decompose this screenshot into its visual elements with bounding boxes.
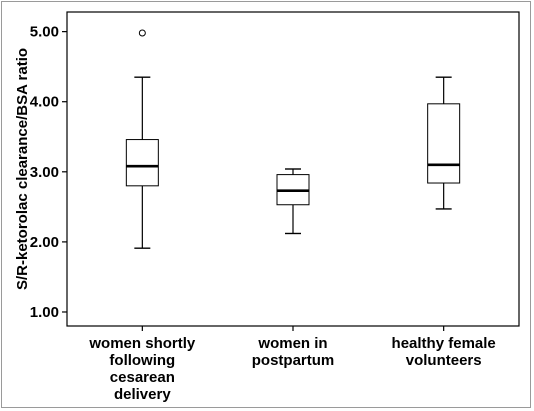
x-category-label-line: women in: [257, 335, 327, 352]
iqr-box: [125, 139, 159, 187]
y-tick-label: 4.00: [30, 94, 59, 111]
y-axis-title: S/R-ketorolac clearance/BSA ratio: [14, 48, 31, 290]
y-axis: 1.00 2.00 3.00 4.00 5.00: [30, 24, 67, 321]
boxes: [125, 29, 461, 249]
x-category-label: women shortly following cesarean delivery: [88, 335, 196, 403]
y-tick-label: 2.00: [30, 234, 59, 251]
x-category-label-line: following: [109, 352, 175, 369]
x-category-label: healthy female volunteers: [392, 335, 496, 369]
x-category-label-line: healthy female: [392, 335, 496, 352]
x-category-label-line: women shortly: [88, 335, 196, 352]
y-tick-label: 5.00: [30, 24, 59, 41]
iqr-box: [427, 103, 461, 184]
y-tick-label: 1.00: [30, 304, 59, 321]
box-group: [125, 29, 159, 249]
x-category-label-line: postpartum: [252, 352, 335, 369]
y-tick-label: 3.00: [30, 164, 59, 181]
x-category-label-line: delivery: [114, 386, 171, 403]
x-category-label-line: cesarean: [110, 369, 175, 386]
box-group: [427, 76, 461, 210]
x-category-label: women in postpartum: [252, 335, 335, 369]
x-axis-labels: women shortly following cesarean deliverywo…: [88, 326, 496, 403]
box-group: [276, 168, 310, 235]
outlier-point: [138, 29, 146, 37]
x-category-label-line: volunteers: [406, 352, 482, 369]
